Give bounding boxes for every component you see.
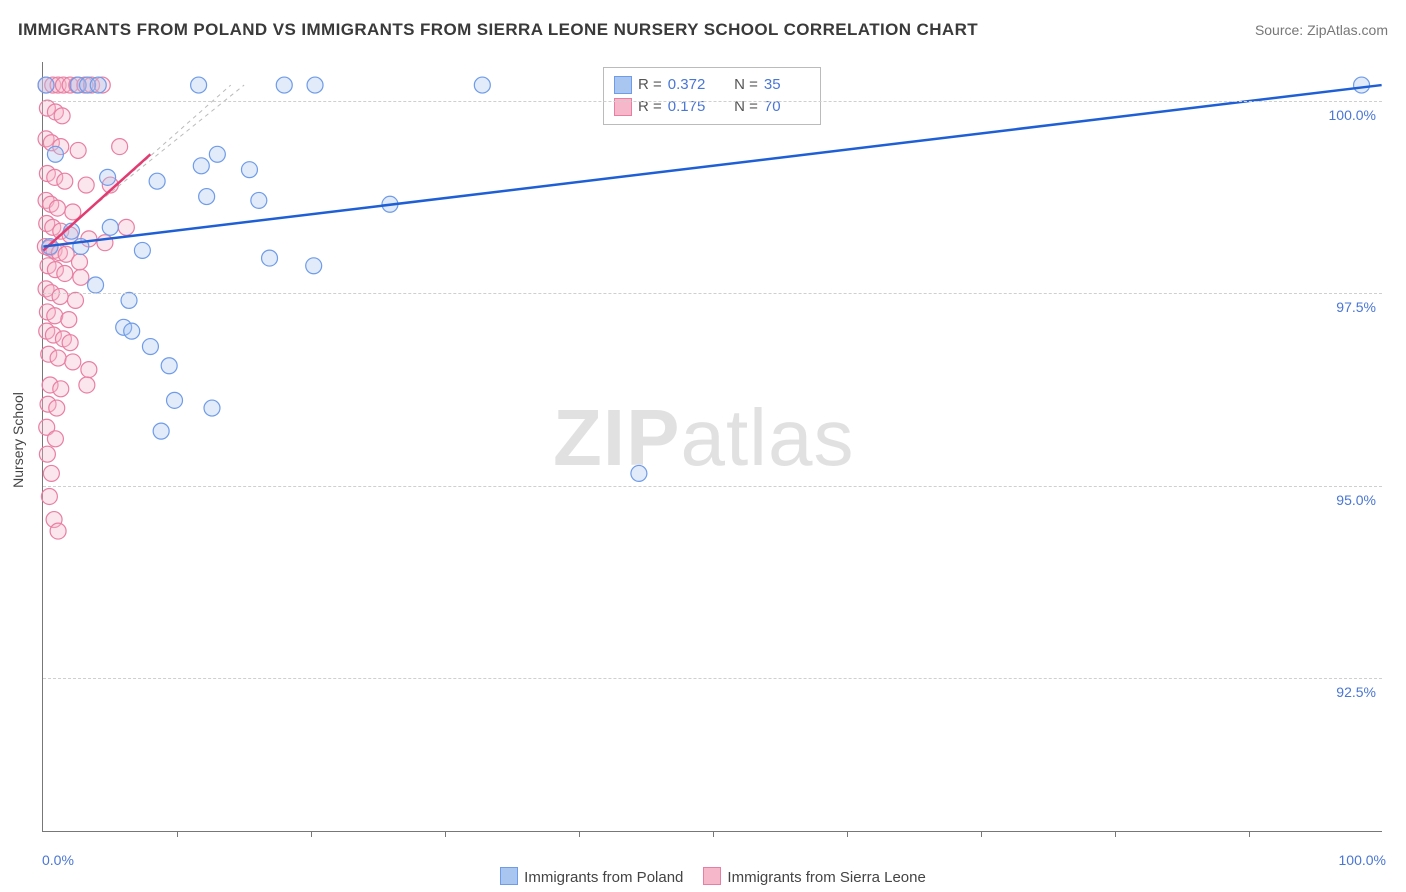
x-tick <box>1115 831 1116 837</box>
poland-point <box>306 258 322 274</box>
x-tick <box>177 831 178 837</box>
poland-point <box>88 277 104 293</box>
poland-point <box>241 162 257 178</box>
legend-r-value-sierra_leone: 0.175 <box>668 96 714 118</box>
legend-swatch-poland <box>614 76 632 94</box>
x-tick <box>445 831 446 837</box>
y-tick-label: 95.0% <box>1336 492 1376 508</box>
bottom-legend-label-poland: Immigrants from Poland <box>524 869 683 886</box>
legend-n-label: N = <box>734 96 758 118</box>
sierra_leone-point <box>50 523 66 539</box>
bottom-legend: Immigrants from Poland Immigrants from Si… <box>0 867 1406 886</box>
sierra_leone-point <box>57 265 73 281</box>
sierra_leone-point <box>112 139 128 155</box>
sierra_leone-point <box>50 350 66 366</box>
poland-point <box>204 400 220 416</box>
stats-legend-row-poland: R = 0.372 N = 35 <box>614 74 810 96</box>
chart-source: Source: ZipAtlas.com <box>1255 22 1388 38</box>
x-tick <box>1249 831 1250 837</box>
poland-point <box>124 323 140 339</box>
poland-point <box>209 146 225 162</box>
poland-point <box>38 77 54 93</box>
poland-point <box>167 392 183 408</box>
sierra_leone-point <box>97 235 113 251</box>
legend-n-value-sierra_leone: 70 <box>764 96 810 118</box>
poland-point <box>47 146 63 162</box>
sierra_leone-point <box>57 173 73 189</box>
legend-n-value-poland: 35 <box>764 74 810 96</box>
legend-n-label: N = <box>734 74 758 96</box>
y-tick-label: 92.5% <box>1336 684 1376 700</box>
y-axis-label: Nursery School <box>10 392 26 488</box>
sierra_leone-point <box>79 377 95 393</box>
poland-point <box>474 77 490 93</box>
sierra_leone-point <box>47 431 63 447</box>
x-tick <box>981 831 982 837</box>
sierra_leone-point <box>73 269 89 285</box>
sierra_leone-point <box>54 108 70 124</box>
poland-point <box>199 189 215 205</box>
legend-r-label: R = <box>638 74 662 96</box>
sierra_leone-point <box>61 312 77 328</box>
poland-point <box>251 192 267 208</box>
poland-point <box>631 465 647 481</box>
y-gridline <box>43 486 1382 487</box>
sierra_leone-point <box>43 465 59 481</box>
poland-point <box>307 77 323 93</box>
poland-point <box>161 358 177 374</box>
poland-point <box>149 173 165 189</box>
plot-area: ZIPatlas R =0.372 N =35R =0.175 N =70 92… <box>42 62 1382 832</box>
bottom-legend-swatch-sierra_leone <box>703 867 721 885</box>
x-tick <box>311 831 312 837</box>
bottom-legend-swatch-poland <box>500 867 518 885</box>
y-gridline <box>43 101 1382 102</box>
legend-r-label: R = <box>638 96 662 118</box>
sierra_leone-point <box>65 354 81 370</box>
poland-point <box>134 242 150 258</box>
y-gridline <box>43 678 1382 679</box>
y-tick-label: 100.0% <box>1329 107 1376 123</box>
sierra_leone-point <box>118 219 134 235</box>
chart-title: IMMIGRANTS FROM POLAND VS IMMIGRANTS FRO… <box>18 20 978 40</box>
poland-point <box>276 77 292 93</box>
plot-svg <box>43 62 1382 831</box>
sierra_leone-point <box>39 446 55 462</box>
sierra_leone-point <box>47 308 63 324</box>
sierra_leone-point <box>41 488 57 504</box>
x-tick <box>847 831 848 837</box>
sierra_leone-point <box>81 362 97 378</box>
x-tick <box>713 831 714 837</box>
poland-point <box>121 292 137 308</box>
sierra_leone-point <box>72 254 88 270</box>
x-max-label: 100.0% <box>1339 852 1386 868</box>
legend-r-value-poland: 0.372 <box>668 74 714 96</box>
poland-point <box>191 77 207 93</box>
x-tick <box>579 831 580 837</box>
sierra_leone-point <box>49 200 65 216</box>
y-tick-label: 97.5% <box>1336 299 1376 315</box>
poland-point <box>102 219 118 235</box>
sierra_leone-point <box>53 381 69 397</box>
bottom-legend-label-sierra_leone: Immigrants from Sierra Leone <box>727 869 925 886</box>
poland-point <box>100 169 116 185</box>
y-gridline <box>43 293 1382 294</box>
stats-legend: R = 0.372 N = 35 R = 0.175 N = 70 <box>603 67 821 125</box>
sierra_leone-point <box>49 400 65 416</box>
poland-point <box>1354 77 1370 93</box>
x-min-label: 0.0% <box>42 852 74 868</box>
poland-point <box>193 158 209 174</box>
poland-point <box>90 77 106 93</box>
poland-point <box>153 423 169 439</box>
sierra_leone-point <box>52 289 68 305</box>
sierra_leone-point <box>67 292 83 308</box>
poland-point <box>262 250 278 266</box>
stats-legend-row-sierra_leone: R = 0.175 N = 70 <box>614 96 810 118</box>
sierra_leone-point <box>78 177 94 193</box>
sierra_leone-point <box>62 335 78 351</box>
poland-point <box>142 339 158 355</box>
sierra_leone-point <box>70 142 86 158</box>
